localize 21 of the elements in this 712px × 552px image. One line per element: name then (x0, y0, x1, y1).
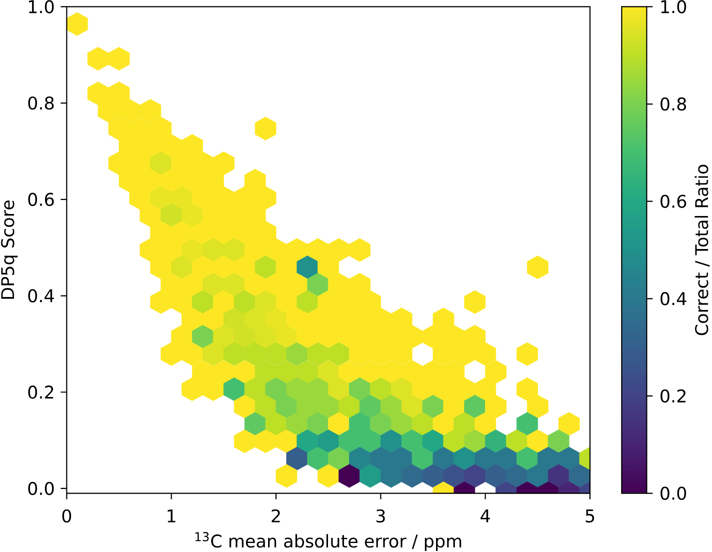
x-tick-label: 4 (480, 510, 490, 522)
y-tick-label: 0.0 (28, 482, 54, 496)
color-bar-label: 0.4 (660, 292, 686, 306)
y-tick-label: 0.8 (28, 96, 54, 110)
color-bar-label: 0.0 (660, 486, 686, 500)
color-bar-title: Correct / Total Ratio (694, 164, 710, 336)
y-tick-label: 0.2 (28, 386, 54, 399)
color-bar-label: 0.2 (660, 389, 686, 403)
x-tick-label: 2 (272, 509, 280, 522)
x-tick-label: 5 (586, 510, 594, 523)
color-bar-label: 0.8 (660, 97, 686, 111)
color-bar-label: 0.6 (660, 194, 686, 208)
x-tick-label: 1 (168, 510, 176, 522)
color-bar-label: 1.0 (661, 0, 686, 14)
y-tick-label: 0.4 (28, 289, 54, 302)
x-tick-label: 3 (376, 509, 385, 523)
y-tick-label: 1.0 (28, 0, 54, 14)
x-axis-title: $^{13}$C mean absolute error / ppm (195, 532, 462, 552)
y-tick-label: 0.6 (28, 192, 54, 206)
y-axis-title: DP5q Score (1, 200, 18, 299)
x-tick-label: 0 (62, 509, 72, 523)
